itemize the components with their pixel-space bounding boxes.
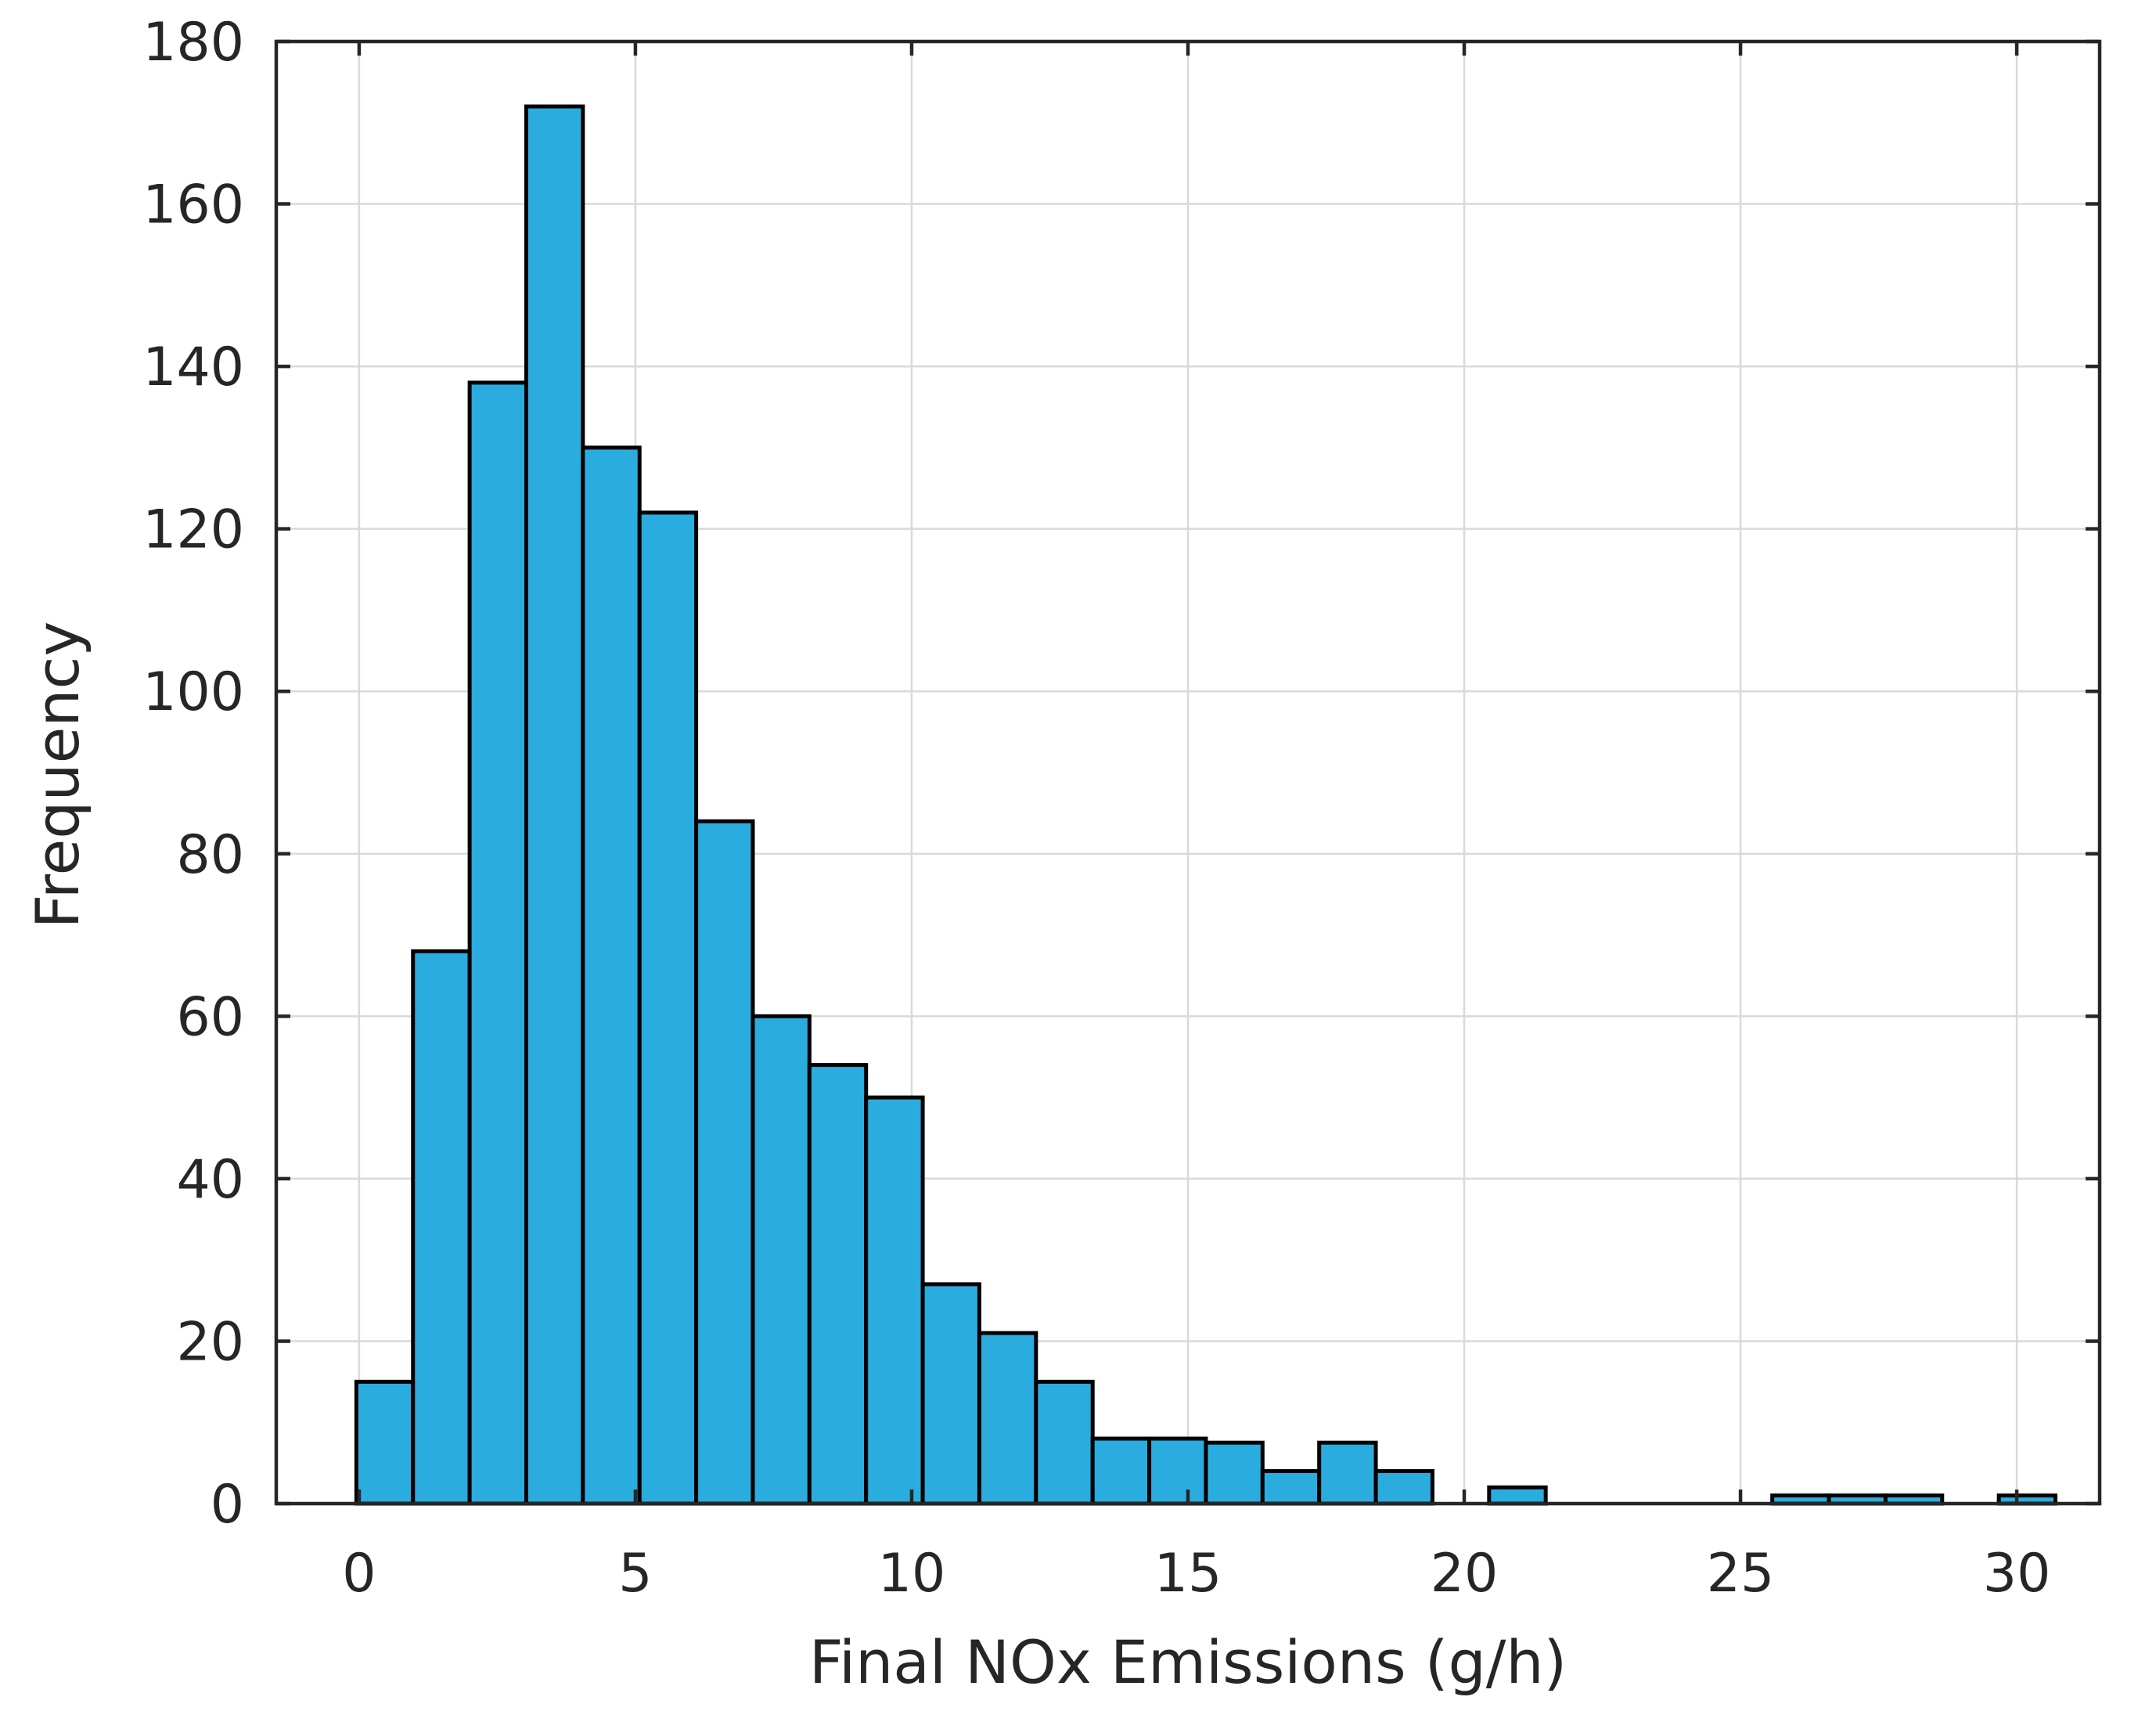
histogram-bar: [411, 949, 472, 1506]
x-axis-label: Final NOx Emissions (g/h): [809, 1627, 1567, 1697]
y-tick-label: 180: [142, 12, 244, 74]
histogram-bar: [1090, 1436, 1152, 1506]
x-tick-label: 20: [1431, 1543, 1499, 1605]
histogram-bar: [807, 1063, 869, 1506]
x-tick-label: 10: [878, 1543, 946, 1605]
histogram-bar: [920, 1282, 981, 1506]
x-tick-label: 25: [1707, 1543, 1775, 1605]
y-tick-label: 60: [176, 986, 244, 1048]
histogram-bar: [977, 1331, 1038, 1506]
histogram-bar: [354, 1379, 416, 1506]
histogram-bar: [750, 1014, 812, 1506]
y-tick-label: 140: [142, 337, 244, 398]
histogram-bar: [1204, 1440, 1265, 1506]
y-tick-label: 80: [176, 824, 244, 886]
histogram-bar: [1317, 1440, 1378, 1506]
x-tick-labels: 0 5 10 15 20 25 30: [342, 1543, 2050, 1605]
x-tick-label: 30: [1983, 1543, 2051, 1605]
y-axis-label: Frequency: [23, 621, 92, 929]
histogram-bar: [694, 819, 755, 1506]
y-tick-label: 160: [142, 175, 244, 236]
y-tick-label: 20: [176, 1311, 244, 1373]
y-tick-labels: 0 20 40 60 80 100 120 140 160 180: [142, 12, 244, 1536]
tick-layer: [276, 39, 2100, 1506]
y-tick-label: 120: [142, 499, 244, 561]
histogram-bar: [1373, 1468, 1434, 1506]
histogram-bar: [637, 510, 699, 1506]
y-tick-label: 100: [142, 661, 244, 723]
histogram-bar: [1487, 1485, 1548, 1506]
x-tick-label: 15: [1154, 1543, 1222, 1605]
y-tick-label: 0: [211, 1474, 244, 1536]
histogram-bar: [524, 104, 585, 1506]
bar-layer: [354, 104, 2058, 1506]
histogram-bar: [1147, 1436, 1208, 1506]
x-tick-label: 0: [342, 1543, 376, 1605]
histogram-bar: [467, 380, 528, 1506]
histogram-bar: [864, 1095, 925, 1506]
x-tick-label: 5: [618, 1543, 652, 1605]
histogram-bar: [581, 445, 642, 1506]
y-tick-label: 40: [176, 1149, 244, 1211]
histogram-bar: [1034, 1379, 1095, 1506]
histogram-bar: [1260, 1468, 1322, 1506]
